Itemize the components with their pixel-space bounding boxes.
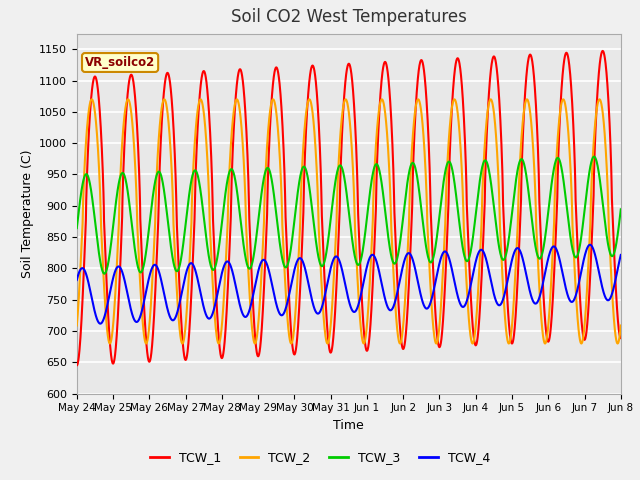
- TCW_3: [548, 180, 556, 186]
- TCW_3: [73, 225, 81, 231]
- TCW_2: [282, 284, 289, 289]
- X-axis label: Time: Time: [333, 419, 364, 432]
- TCW_1: [599, 48, 607, 54]
- TCW_2: [135, 255, 143, 261]
- TCW_4: [548, 245, 556, 251]
- TCW_3: [305, 183, 313, 189]
- TCW_1: [167, 90, 175, 96]
- TCW_4: [305, 284, 313, 290]
- TCW_2: [324, 341, 332, 347]
- TCW_4: [73, 277, 81, 283]
- TCW_2: [607, 258, 614, 264]
- TCW_3: [617, 206, 625, 212]
- TCW_3: [607, 251, 614, 257]
- TCW_2: [73, 323, 81, 328]
- TCW_3: [590, 154, 598, 159]
- TCW_1: [282, 210, 289, 216]
- TCW_3: [168, 246, 175, 252]
- Text: VR_soilco2: VR_soilco2: [85, 56, 156, 69]
- TCW_2: [548, 266, 556, 272]
- TCW_2: [305, 96, 313, 102]
- TCW_3: [100, 271, 108, 276]
- Line: TCW_2: TCW_2: [77, 99, 621, 344]
- TCW_1: [135, 162, 143, 168]
- Legend: TCW_1, TCW_2, TCW_3, TCW_4: TCW_1, TCW_2, TCW_3, TCW_4: [145, 446, 495, 469]
- TCW_2: [167, 157, 175, 163]
- TCW_4: [135, 317, 143, 323]
- TCW_4: [282, 306, 289, 312]
- TCW_4: [607, 295, 614, 301]
- TCW_1: [548, 316, 556, 322]
- Title: Soil CO2 West Temperatures: Soil CO2 West Temperatures: [231, 9, 467, 26]
- TCW_4: [97, 321, 104, 326]
- TCW_1: [73, 362, 81, 368]
- TCW_3: [135, 267, 143, 273]
- Y-axis label: Soil Temperature (C): Soil Temperature (C): [20, 149, 33, 278]
- Line: TCW_4: TCW_4: [77, 245, 621, 324]
- TCW_1: [617, 335, 625, 341]
- TCW_1: [305, 82, 313, 88]
- TCW_2: [342, 96, 349, 102]
- TCW_4: [168, 316, 175, 322]
- TCW_4: [617, 252, 625, 258]
- TCW_2: [617, 323, 625, 328]
- Line: TCW_3: TCW_3: [77, 156, 621, 274]
- TCW_1: [607, 137, 614, 143]
- Line: TCW_1: TCW_1: [77, 51, 621, 365]
- TCW_4: [586, 242, 594, 248]
- TCW_3: [282, 264, 289, 270]
